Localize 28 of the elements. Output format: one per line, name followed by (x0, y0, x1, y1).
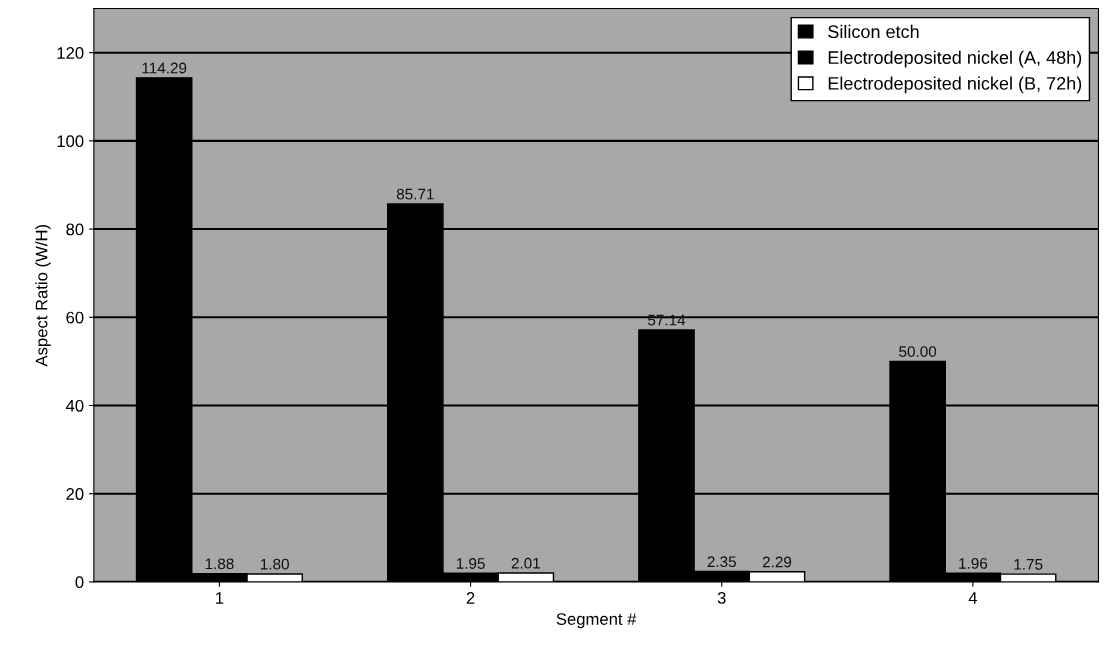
data-label: 1.88 (205, 558, 234, 570)
y-tick-label: 80 (66, 223, 84, 236)
x-tick-label: 3 (717, 592, 726, 604)
data-label: 2.29 (762, 556, 792, 568)
y-tick-label: 40 (65, 399, 84, 412)
y-tick-label: 100 (57, 135, 84, 148)
legend-label: Electrodeposited nickel (B, 72h) (828, 76, 1082, 94)
data-label: 1.96 (959, 558, 988, 569)
y-tick-label: 0 (75, 576, 84, 589)
legend-label: Electrodeposited nickel (A, 48h) (828, 50, 1082, 68)
data-label: 57.14 (647, 314, 686, 326)
y-axis-title: Aspect Ratio (W/H) (35, 224, 51, 367)
data-label: 114.29 (142, 62, 187, 74)
x-axis-title: Segment # (556, 613, 637, 629)
y-tick-label: 120 (57, 47, 84, 59)
data-label: 2.35 (707, 556, 736, 568)
data-label: 85.71 (396, 188, 434, 200)
x-tick-label: 2 (466, 592, 475, 604)
y-tick-label: 60 (66, 311, 84, 324)
data-label: 50.00 (899, 346, 937, 357)
data-label: 2.01 (511, 557, 540, 569)
data-label: 1.95 (456, 558, 485, 569)
data-label: 1.75 (1014, 559, 1043, 570)
x-tick-label: 1 (216, 592, 224, 604)
x-tick-label: 4 (968, 592, 978, 604)
legend-label: Silicon etch (828, 24, 919, 39)
data-label: 1.80 (260, 558, 289, 570)
y-tick-label: 20 (66, 488, 84, 500)
